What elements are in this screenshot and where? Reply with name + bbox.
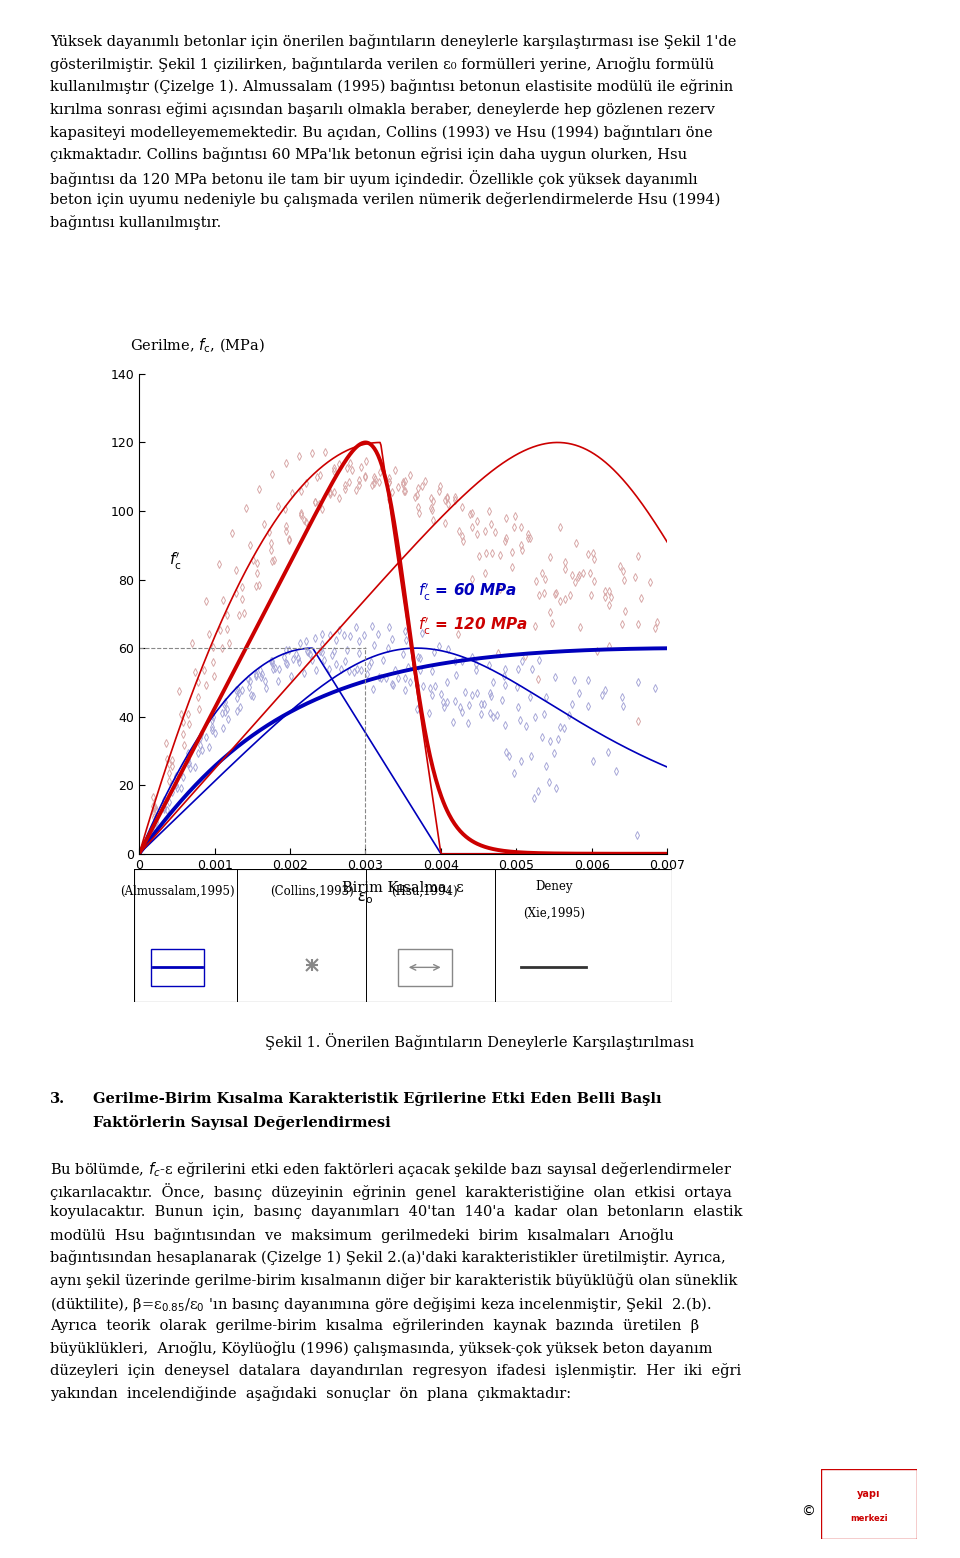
FancyBboxPatch shape [821, 1469, 917, 1539]
Text: kırılma sonrası eğimi açısından başarılı olmakla beraber, deneylerde hep gözlene: kırılma sonrası eğimi açısından başarılı… [50, 103, 715, 117]
Text: bağıntısı kullanılmıştır.: bağıntısı kullanılmıştır. [50, 215, 221, 231]
X-axis label: Birim Kısalma, ε: Birim Kısalma, ε [343, 880, 464, 894]
Text: yapı: yapı [857, 1489, 880, 1499]
Text: 3.: 3. [50, 1092, 65, 1106]
Text: aynı şekil üzerinde gerilme-birim kısalmanın diğer bir karakteristik büyüklüğü o: aynı şekil üzerinde gerilme-birim kısalm… [50, 1273, 737, 1288]
Text: kullanılmıştır (Çizelge 1). Almussalam (1995) bağıntısı betonun elastisite modül: kullanılmıştır (Çizelge 1). Almussalam (… [50, 79, 733, 95]
Text: Yüksek dayanımlı betonlar için önerilen bağıntıların deneylerle karşılaştırması : Yüksek dayanımlı betonlar için önerilen … [50, 34, 736, 50]
Text: Şekil 1. Önerilen Bağıntıların Deneylerle Karşılaştırılması: Şekil 1. Önerilen Bağıntıların Deneylerl… [265, 1033, 695, 1050]
Text: ©: © [802, 1505, 815, 1519]
Text: bağıntısından hesaplanarak (Çizelge 1) Şekil 2.(a)'daki karakteristikler üretilm: bağıntısından hesaplanarak (Çizelge 1) Ş… [50, 1250, 726, 1265]
Text: Faktörlerin Sayısal Değerlendirmesi: Faktörlerin Sayısal Değerlendirmesi [93, 1116, 391, 1130]
Text: $f_{\rm c}'$: $f_{\rm c}'$ [169, 552, 182, 572]
Text: Gerilme, $f_{\rm c}$, (MPa): Gerilme, $f_{\rm c}$, (MPa) [130, 337, 265, 355]
Text: çıkmaktadır. Collins bağıntısı 60 MPa'lık betonun eğrisi için daha uygun olurken: çıkmaktadır. Collins bağıntısı 60 MPa'lı… [50, 148, 687, 162]
Text: çıkarılacaktır.  Önce,  basınç  düzeyinin  eğrinin  genel  karakteristiğine  ola: çıkarılacaktır. Önce, basınç düzeyinin e… [50, 1183, 732, 1200]
Text: (Collins,1993): (Collins,1993) [270, 885, 353, 899]
Text: kapasiteyi modelleyememektedir. Bu açıdan, Collins (1993) ve Hsu (1994) bağıntıl: kapasiteyi modelleyememektedir. Bu açıda… [50, 125, 712, 140]
Text: koyulacaktır.  Bunun  için,  basınç  dayanımları  40'tan  140'a  kadar  olan  be: koyulacaktır. Bunun için, basınç dayanım… [50, 1206, 742, 1218]
Text: düzeyleri  için  deneysel  datalara  dayandırılan  regresyon  ifadesi  işlenmişt: düzeyleri için deneysel datalara dayandı… [50, 1363, 741, 1379]
Text: yakından  incelendiğinde  aşağıdaki  sonuçlar  ön  plana  çıkmaktadır:: yakından incelendiğinde aşağıdaki sonuçl… [50, 1387, 571, 1401]
Text: $f_{\rm c}'$ = 120 MPa: $f_{\rm c}'$ = 120 MPa [419, 617, 528, 637]
Text: beton için uyumu nedeniyle bu çalışmada verilen nümerik değerlendirmelerde Hsu (: beton için uyumu nedeniyle bu çalışmada … [50, 193, 720, 207]
Text: (düktilite), β=ε$_{0.85}$/ε$_0$ 'ın basınç dayanımına göre değişimi keza incelen: (düktilite), β=ε$_{0.85}$/ε$_0$ 'ın bası… [50, 1296, 711, 1315]
Text: (Almussalam,1995): (Almussalam,1995) [120, 885, 235, 899]
Text: gösterilmiştir. Şekil 1 çizilirken, bağıntılarda verilen ε₀ formülleri yerine, A: gösterilmiştir. Şekil 1 çizilirken, bağı… [50, 58, 714, 72]
Text: bağıntısı da 120 MPa betonu ile tam bir uyum içindedir. Özellikle çok yüksek day: bağıntısı da 120 MPa betonu ile tam bir … [50, 170, 698, 187]
Text: Bu bölümde, $f_c$-ε eğrilerini etki eden faktörleri açacak şekilde bazı sayısal : Bu bölümde, $f_c$-ε eğrilerini etki eden… [50, 1159, 732, 1179]
Text: Deney: Deney [535, 880, 572, 893]
Text: Gerilme-Birim Kısalma Karakteristik Eğrilerine Etki Eden Belli Başlı: Gerilme-Birim Kısalma Karakteristik Eğri… [93, 1092, 661, 1106]
Text: merkezi: merkezi [850, 1514, 888, 1522]
Text: büyüklükleri,  Arıoğlu, Köylüoğlu (1996) çalışmasında, yüksek-çok yüksek beton d: büyüklükleri, Arıoğlu, Köylüoğlu (1996) … [50, 1340, 712, 1355]
Text: modülü  Hsu  bağıntısından  ve  maksimum  gerilmedeki  birim  kısalmaları  Arıoğ: modülü Hsu bağıntısından ve maksimum ger… [50, 1228, 674, 1243]
Text: (Hsu,1994): (Hsu,1994) [392, 885, 458, 899]
Text: $\varepsilon_{\rm o}$: $\varepsilon_{\rm o}$ [357, 891, 373, 907]
Text: Ayrıca  teorik  olarak  gerilme-birim  kısalma  eğrilerinden  kaynak  bazında  ü: Ayrıca teorik olarak gerilme-birim kısal… [50, 1318, 699, 1334]
Text: (Xie,1995): (Xie,1995) [523, 907, 585, 919]
Text: $f_{\rm c}'$ = 60 MPa: $f_{\rm c}'$ = 60 MPa [419, 583, 517, 603]
